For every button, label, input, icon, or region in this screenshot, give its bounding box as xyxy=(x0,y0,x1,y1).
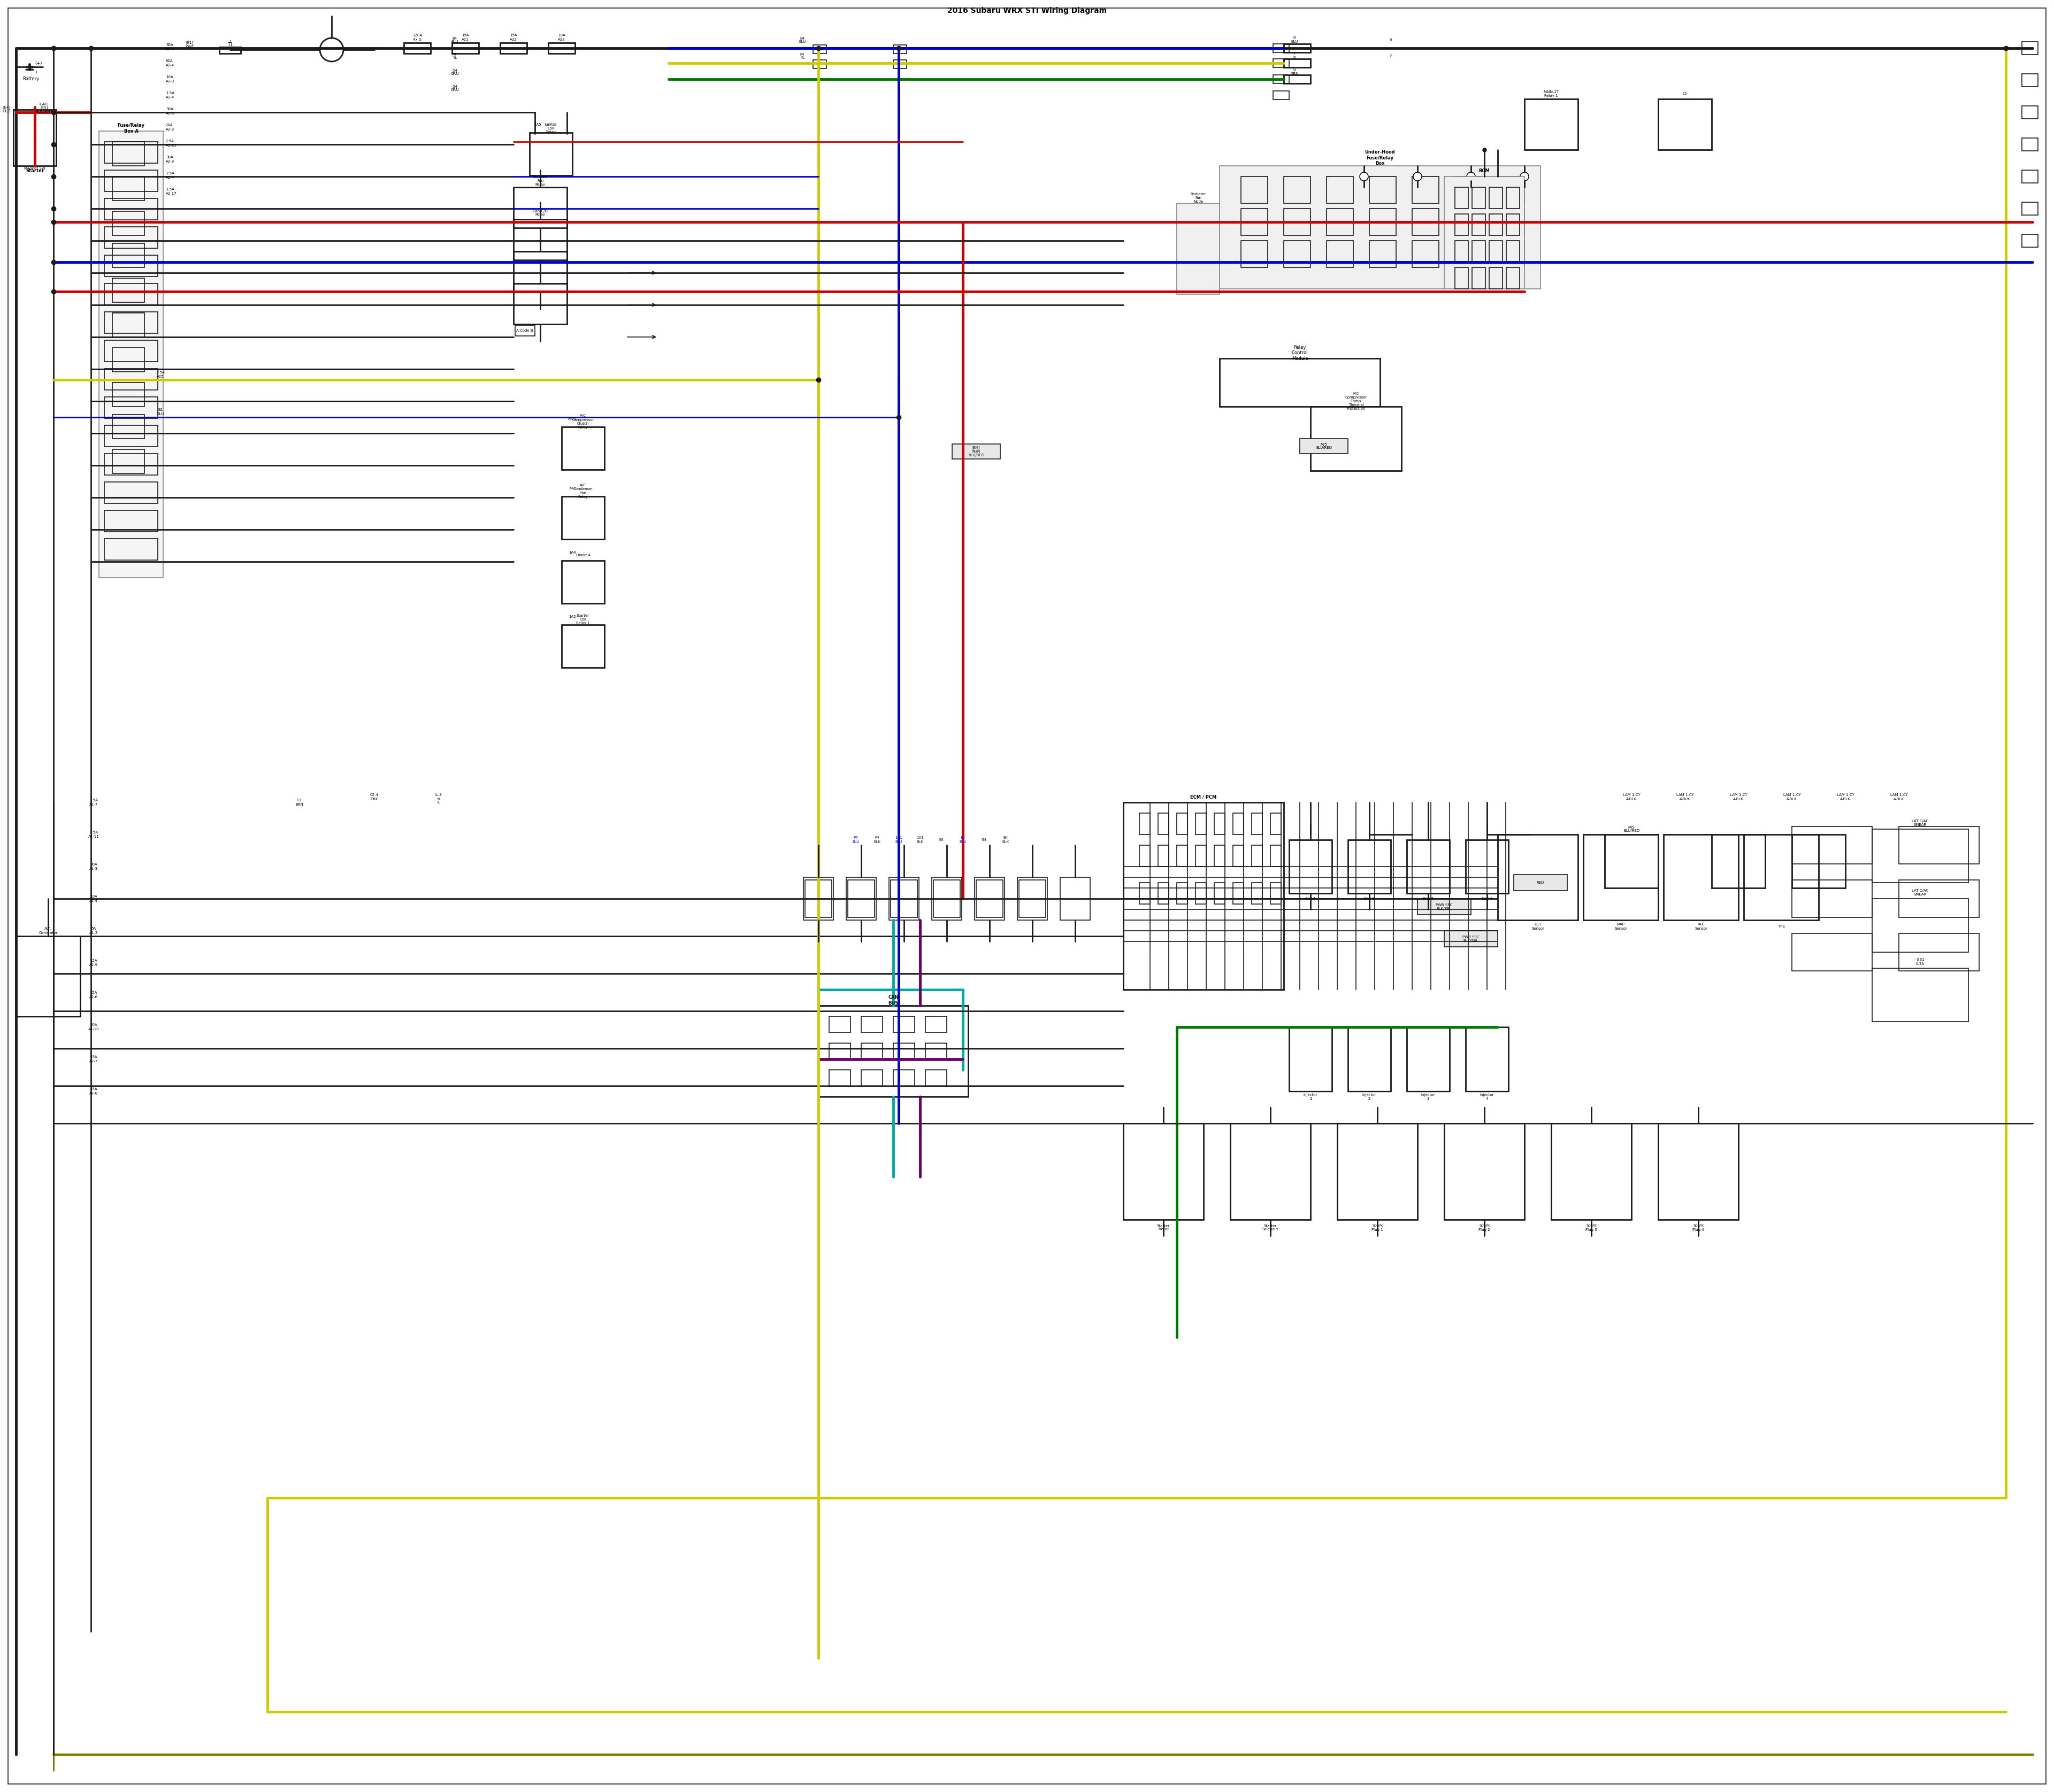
Text: ECT
Sensor: ECT Sensor xyxy=(1532,923,1545,930)
Bar xyxy=(1473,213,1485,235)
Text: A/C
Compressor
Comp
Thermal
Protection: A/C Compressor Comp Thermal Protection xyxy=(1345,392,1368,410)
Text: 25A
A2-6: 25A A2-6 xyxy=(88,991,99,998)
Text: M4-1: M4-1 xyxy=(567,418,577,421)
Bar xyxy=(1327,177,1354,202)
Text: A/C
Compressor
Clutch
Relay: A/C Compressor Clutch Relay xyxy=(571,414,594,428)
Text: 20A
A2-10: 20A A2-10 xyxy=(88,1023,99,1030)
Bar xyxy=(1284,43,1310,52)
Bar xyxy=(1497,835,1577,919)
Bar xyxy=(1290,840,1331,894)
Bar xyxy=(1791,826,1871,864)
Bar xyxy=(1273,91,1290,100)
Bar xyxy=(1195,883,1206,903)
Bar xyxy=(1251,846,1263,867)
Text: P4
BLU: P4 BLU xyxy=(852,837,859,844)
Text: Fan C/D
Relay: Fan C/D Relay xyxy=(534,210,548,217)
Bar xyxy=(1327,240,1354,267)
Text: IL: IL xyxy=(438,801,440,805)
Text: 10A
A2-4: 10A A2-4 xyxy=(88,896,99,901)
Text: 15A
A21: 15A A21 xyxy=(462,34,468,41)
Bar xyxy=(1454,213,1469,235)
Bar xyxy=(1195,846,1206,867)
Text: LAM 1-CY
4-BLK: LAM 1-CY 4-BLK xyxy=(1623,794,1641,801)
Bar xyxy=(933,878,961,919)
Bar xyxy=(893,59,906,68)
Text: G4
GRN: G4 GRN xyxy=(450,68,458,75)
Bar xyxy=(2021,202,2038,215)
Text: B4
BLU: B4 BLU xyxy=(959,837,965,844)
Text: [E4]
RUN
BLU/RED: [E4] RUN BLU/RED xyxy=(967,446,984,457)
Bar xyxy=(1444,1124,1524,1220)
Text: 1A4: 1A4 xyxy=(569,550,575,554)
Bar xyxy=(1506,213,1520,235)
Bar xyxy=(813,59,826,68)
Text: Spark
Plug 4: Spark Plug 4 xyxy=(1692,1224,1705,1231)
Text: M/S
BLU/RED: M/S BLU/RED xyxy=(1623,826,1639,833)
Text: Under-Hood
Fuse/Relay
Box: Under-Hood Fuse/Relay Box xyxy=(1364,151,1395,167)
Bar xyxy=(1273,59,1290,68)
Bar xyxy=(1284,208,1310,235)
Bar xyxy=(1241,208,1267,235)
Bar xyxy=(926,1016,947,1032)
Bar xyxy=(1251,814,1263,835)
Bar xyxy=(1230,1124,1310,1220)
Bar xyxy=(1158,846,1169,867)
Bar xyxy=(1284,177,1310,202)
Text: BCM: BCM xyxy=(1479,168,1489,174)
Text: ALT.
Generator: ALT. Generator xyxy=(39,926,58,934)
Bar xyxy=(1524,99,1577,151)
Bar xyxy=(1251,883,1263,903)
Bar xyxy=(893,1043,914,1059)
Text: B4: B4 xyxy=(939,839,945,842)
Bar xyxy=(105,369,158,391)
Bar xyxy=(105,425,158,446)
Bar xyxy=(2021,41,2038,54)
Text: Coil 2: Coil 2 xyxy=(1364,898,1374,900)
Text: Spark
Plug 2: Spark Plug 2 xyxy=(1479,1224,1489,1231)
Bar xyxy=(1241,177,1267,202)
Text: 1A1
BLU: 1A1 BLU xyxy=(896,837,902,844)
Bar xyxy=(830,1070,850,1086)
Bar xyxy=(530,133,573,176)
Bar xyxy=(933,880,959,918)
Text: Battery: Battery xyxy=(23,77,39,82)
Bar xyxy=(813,45,826,54)
Text: G4
GRN: G4 GRN xyxy=(450,84,458,91)
Bar xyxy=(1514,874,1567,891)
Text: (+): (+) xyxy=(35,61,41,66)
Bar xyxy=(974,878,1004,919)
Text: 0.31
0.3A: 0.31 0.3A xyxy=(1916,959,1925,966)
Text: B4
BLU: B4 BLU xyxy=(452,36,458,43)
Bar xyxy=(1310,407,1401,471)
Bar xyxy=(1269,814,1282,835)
Bar xyxy=(926,1070,947,1086)
Bar xyxy=(803,878,834,919)
Bar xyxy=(452,43,479,54)
Bar xyxy=(1473,186,1485,208)
Text: Injector
1: Injector 1 xyxy=(1304,1093,1317,1100)
Text: Fuse/Relay
Box A: Fuse/Relay Box A xyxy=(117,124,144,134)
Bar xyxy=(1497,208,1524,235)
Bar xyxy=(105,482,158,504)
Text: Coil 1: Coil 1 xyxy=(1304,898,1317,900)
Bar xyxy=(514,251,567,292)
Bar xyxy=(113,414,144,439)
Bar xyxy=(405,43,431,54)
Bar xyxy=(1232,846,1243,867)
Bar xyxy=(1791,880,1871,918)
Text: Injector
3: Injector 3 xyxy=(1421,1093,1436,1100)
Bar xyxy=(1551,1124,1631,1220)
Bar xyxy=(1497,240,1524,267)
Bar xyxy=(1489,240,1504,262)
Bar xyxy=(1467,840,1508,894)
Bar xyxy=(1347,1027,1391,1091)
Bar xyxy=(1370,240,1397,267)
Text: Starter
Motor: Starter Motor xyxy=(1156,1224,1171,1231)
Text: MAIN-1T
Relay 1: MAIN-1T Relay 1 xyxy=(1543,90,1559,97)
Bar xyxy=(1177,814,1187,835)
Bar xyxy=(561,625,604,668)
Bar xyxy=(1791,934,1871,971)
Text: 1A2: 1A2 xyxy=(569,615,575,618)
Text: T1: T1 xyxy=(228,41,232,47)
Bar xyxy=(1284,75,1310,84)
